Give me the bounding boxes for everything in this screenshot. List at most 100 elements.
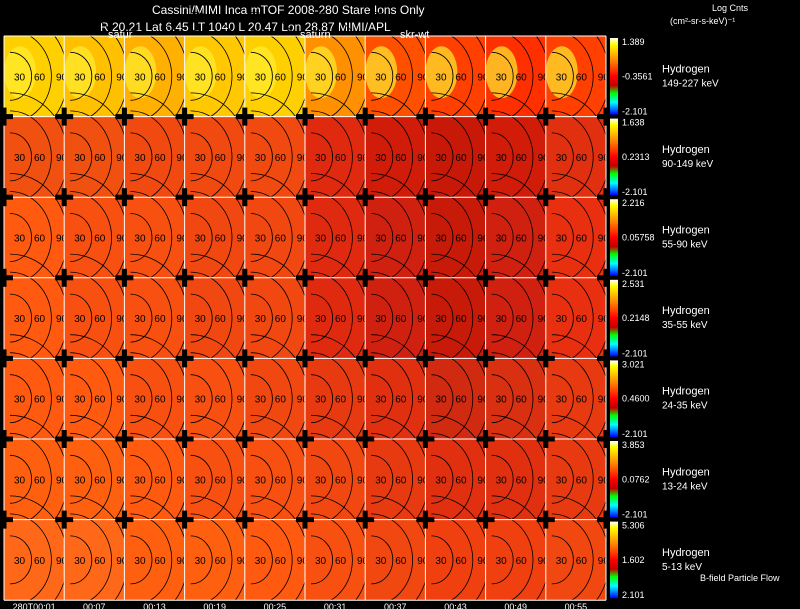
panel-fill xyxy=(305,439,366,520)
contour-label: 30 xyxy=(74,475,86,486)
contour-label: 60 xyxy=(275,395,287,406)
colorbar xyxy=(610,441,618,518)
contour-label: 30 xyxy=(375,395,387,406)
contour-label: 90 xyxy=(477,314,489,325)
contour-line xyxy=(190,51,213,101)
contour-label: 90 xyxy=(417,234,429,245)
contour-label: 30 xyxy=(74,153,86,164)
contour-label: 30 xyxy=(195,475,207,486)
image-panel: 30 60 90 xyxy=(4,495,68,609)
contour-label: 90 xyxy=(357,234,369,245)
contour-line xyxy=(9,535,32,585)
contour-label: 30 xyxy=(556,475,568,486)
contour-label: 90 xyxy=(357,475,369,486)
contour-label: 60 xyxy=(154,234,166,245)
contour-line xyxy=(491,51,514,101)
time-tick-label: 280T00:01 xyxy=(13,602,56,609)
contour-label: 60 xyxy=(34,234,46,245)
cross-marker xyxy=(235,349,254,368)
contour-label: 90 xyxy=(598,72,610,83)
colorbar xyxy=(610,279,618,357)
panel-fill xyxy=(305,197,366,278)
energy-label: 35-55 keV xyxy=(662,320,708,331)
contour-label: 60 xyxy=(335,475,347,486)
contour-line xyxy=(70,454,93,504)
contour-label: 60 xyxy=(516,556,528,567)
contour-line xyxy=(250,293,273,343)
cross-marker xyxy=(235,188,254,207)
contour-label: 90 xyxy=(176,395,188,406)
cross-marker xyxy=(55,188,74,207)
cross-marker xyxy=(597,188,615,207)
contour-label: 90 xyxy=(357,72,369,83)
cross-marker xyxy=(356,510,375,529)
cross-marker xyxy=(536,188,555,207)
colorbar-max: 5.306 xyxy=(622,521,645,531)
contour-label: 30 xyxy=(496,153,508,164)
contour-label: 30 xyxy=(375,556,387,567)
image-panel: 30 60 90 xyxy=(425,11,490,141)
contour-label: 60 xyxy=(335,556,347,567)
contour-label: 60 xyxy=(215,556,227,567)
contour-line xyxy=(250,513,293,607)
cross-marker xyxy=(356,349,375,368)
contour-label: 60 xyxy=(335,234,347,245)
contour-label: 60 xyxy=(215,395,227,406)
image-panel: 30 60 90 xyxy=(545,92,610,222)
cross-marker xyxy=(296,268,314,287)
contour-label: 60 xyxy=(275,72,287,83)
image-panel: 30 60 90 xyxy=(124,414,189,544)
contour-label: 90 xyxy=(56,234,68,245)
cross-marker xyxy=(115,188,134,207)
contour-line xyxy=(551,374,574,424)
contour-label: 30 xyxy=(315,72,327,83)
contour-label: 30 xyxy=(435,314,447,325)
image-panel: 30 60 90 xyxy=(4,334,68,464)
contour-label: 90 xyxy=(477,72,489,83)
colorbar-mid: 0.2313 xyxy=(622,152,650,162)
contour-label: 60 xyxy=(395,556,407,567)
time-tick-label: 00:19 xyxy=(203,602,226,609)
colorbar-max: 3.853 xyxy=(622,440,645,450)
contour-line xyxy=(551,495,610,609)
time-tick-label: 00:31 xyxy=(324,602,347,609)
contour-label: 90 xyxy=(417,314,429,325)
cross-marker xyxy=(115,268,134,287)
contour-label: 60 xyxy=(576,72,588,83)
cross-marker xyxy=(115,349,134,368)
contour-label: 90 xyxy=(538,475,550,486)
contour-label: 30 xyxy=(255,395,267,406)
contour-label: 60 xyxy=(516,314,528,325)
contour-label: 60 xyxy=(455,395,467,406)
cross-marker xyxy=(597,430,615,448)
contour-label: 90 xyxy=(56,475,68,486)
energy-label: 55-90 keV xyxy=(662,240,708,251)
image-panel: 30 60 90 xyxy=(4,92,68,222)
contour-label: 90 xyxy=(237,72,249,83)
contour-label: 30 xyxy=(556,314,568,325)
image-panel: 30 60 90 xyxy=(124,253,189,383)
contour-label: 60 xyxy=(154,395,166,406)
contour-label: 60 xyxy=(94,153,106,164)
contour-line xyxy=(250,213,273,262)
contour-line xyxy=(551,513,594,607)
colorbar-mid: 1.602 xyxy=(622,555,645,565)
colorbar-min: -2.101 xyxy=(622,348,648,358)
contour-label: 30 xyxy=(435,153,447,164)
contour-line xyxy=(551,132,574,182)
contour-label: 90 xyxy=(176,153,188,164)
cross-marker xyxy=(536,268,555,287)
contour-line xyxy=(371,213,394,262)
contour-line xyxy=(310,374,333,424)
contour-line xyxy=(310,535,333,585)
energy-label: 149-227 keV xyxy=(662,78,719,89)
contour-line xyxy=(310,293,333,343)
contour-label: 60 xyxy=(335,72,347,83)
cross-marker xyxy=(0,188,13,207)
contour-line xyxy=(70,535,93,585)
contour-label: 60 xyxy=(94,314,106,325)
panel-fill xyxy=(4,116,65,198)
cross-marker xyxy=(536,510,555,529)
contour-line xyxy=(310,213,333,262)
cross-marker xyxy=(235,107,254,126)
